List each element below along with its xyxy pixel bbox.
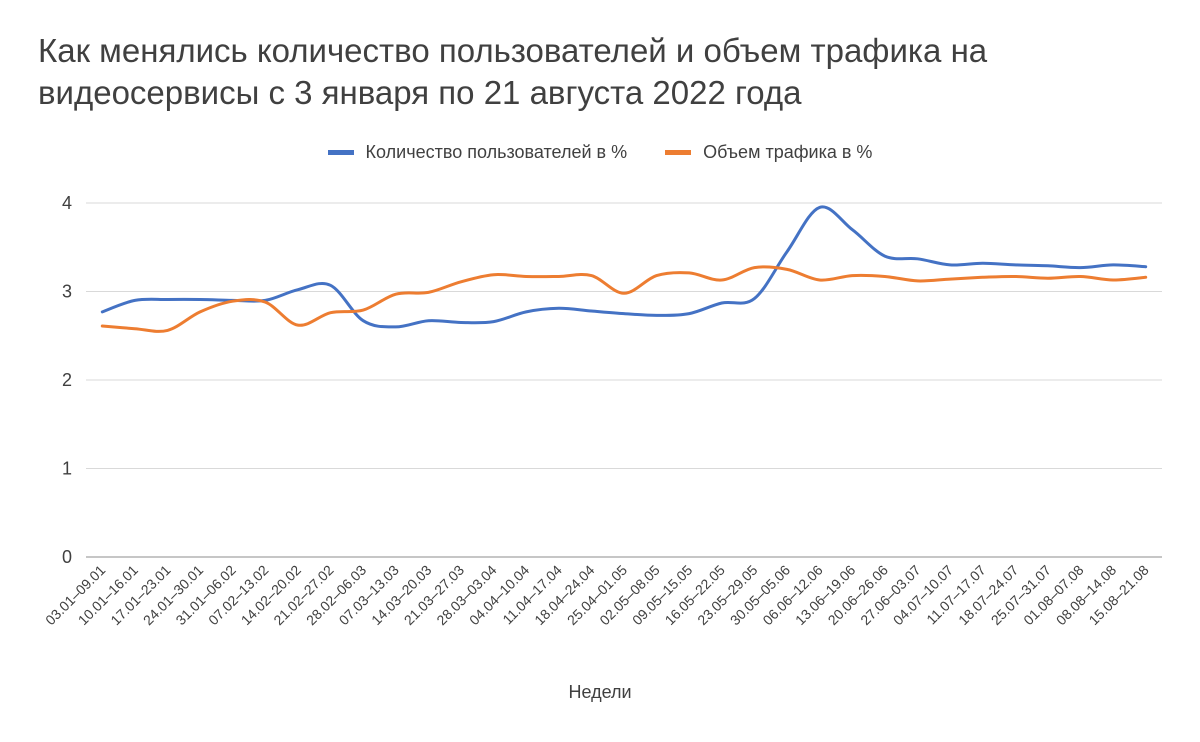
legend-swatch-traffic: [665, 150, 692, 155]
legend: Количество пользователей в % Объем трафи…: [0, 142, 1200, 163]
y-tick-label: 0: [62, 547, 72, 567]
series-line-users: [100, 205, 1148, 329]
chart-title: Как менялись количество пользователей и …: [38, 32, 988, 111]
series-lines: [100, 205, 1148, 333]
y-tick-label: 3: [62, 282, 72, 302]
legend-label-users: Количество пользователей в %: [365, 142, 628, 162]
y-tick-label: 1: [62, 459, 72, 479]
y-tick-label: 2: [62, 370, 72, 390]
grid-lines: [86, 202, 1162, 558]
series-line-traffic: [100, 265, 1148, 333]
legend-item-traffic: Объем трафика в %: [665, 142, 872, 163]
legend-label-traffic: Объем трафика в %: [703, 142, 873, 162]
x-axis-label: Недели: [568, 682, 632, 702]
legend-item-users: Количество пользователей в %: [327, 142, 628, 163]
y-axis-ticks: 0 1 2 3 4: [62, 193, 72, 567]
x-axis-ticks: 03.01–09.0110.01–16.0117.01–23.0124.01–3…: [42, 562, 1152, 629]
legend-swatch-users: [327, 150, 354, 155]
y-tick-label: 4: [62, 193, 72, 213]
